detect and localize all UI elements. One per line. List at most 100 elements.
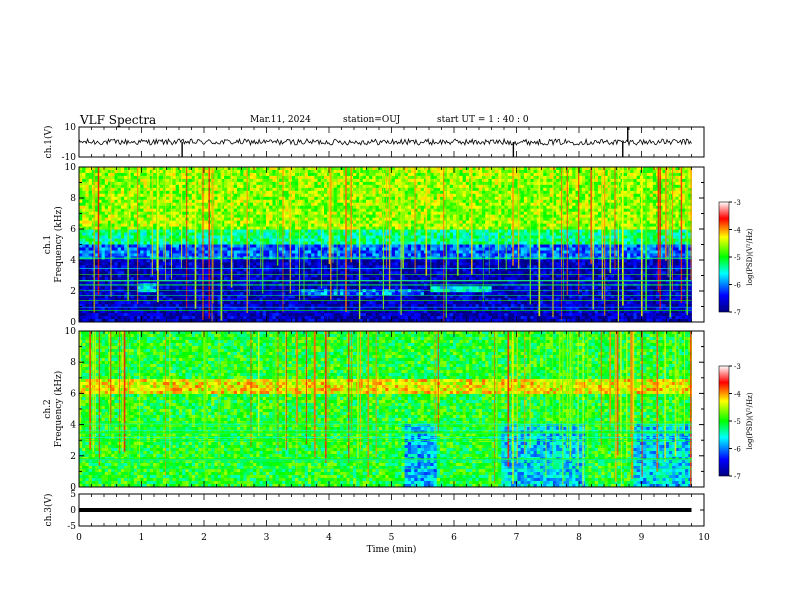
spectrogram-cell xyxy=(607,187,612,192)
spectrogram-cell xyxy=(233,238,238,242)
spectrogram-cell xyxy=(353,184,357,189)
spectrogram-cell xyxy=(88,181,93,186)
spectrogram-cell xyxy=(314,175,318,180)
spectrogram-cell xyxy=(665,202,670,207)
spectrogram-cell xyxy=(311,232,315,236)
spectrogram-cell xyxy=(233,220,238,225)
spectrogram-cell xyxy=(265,241,270,245)
spectrogram-cell xyxy=(617,184,621,189)
spectrogram-cell xyxy=(459,205,464,210)
spectrogram-cell xyxy=(220,232,225,236)
spectrogram-cell xyxy=(191,169,196,174)
spectrogram-cell xyxy=(294,169,299,174)
spectrogram-cell xyxy=(85,193,90,198)
spectrogram-cell xyxy=(391,235,396,239)
spectrogram-cell xyxy=(162,223,167,228)
spectrogram-cell xyxy=(246,172,251,177)
spectrogram-cell xyxy=(233,167,238,171)
spectrogram-cell xyxy=(549,229,554,233)
spectrogram-cell xyxy=(111,217,115,222)
spectrogram-cell xyxy=(572,232,576,236)
spectrogram-cell xyxy=(427,217,431,222)
spectrogram-cell xyxy=(98,169,102,174)
spectrogram-cell xyxy=(588,172,592,177)
spectrogram-cell xyxy=(372,184,376,189)
spectrogram-cell xyxy=(604,172,609,177)
spectrogram-cell xyxy=(143,202,148,207)
spectrogram-cell xyxy=(108,199,112,204)
spectrogram-cell xyxy=(436,169,441,174)
spectrogram-cell xyxy=(95,202,99,207)
spectrogram-cell xyxy=(317,205,322,210)
spectrogram-cell xyxy=(449,223,454,228)
spectrogram-cell xyxy=(578,235,583,239)
spectrogram-cell xyxy=(372,217,376,222)
spectrogram-cell xyxy=(494,199,499,204)
spectrogram-cell xyxy=(485,193,489,198)
spectrogram-cell xyxy=(514,211,518,216)
spectrogram-cell xyxy=(478,217,483,222)
spectrogram-cell xyxy=(120,187,125,192)
spectrogram-cell xyxy=(85,244,90,248)
spectrogram-cell xyxy=(95,187,99,192)
spectrogram-cell xyxy=(507,167,512,171)
spectrogram-cell xyxy=(172,196,177,201)
spectrogram-cell xyxy=(359,199,364,204)
spectrogram-cell xyxy=(607,172,612,177)
spectrogram-cell xyxy=(507,178,512,183)
spectrogram-cell xyxy=(478,167,483,171)
spectrogram-cell xyxy=(166,235,170,239)
spectrogram-cell xyxy=(465,223,470,228)
spectrogram-cell xyxy=(398,172,402,177)
spectrogram-cell xyxy=(543,193,547,198)
spectrogram-cell xyxy=(362,220,367,225)
spectrogram-cell xyxy=(236,190,241,195)
spectrogram-cell xyxy=(320,226,325,230)
spectrogram-cell xyxy=(124,178,128,183)
spectrogram-cell xyxy=(311,190,315,195)
spectrogram-cell xyxy=(191,184,196,189)
spectrogram-cell xyxy=(556,211,560,216)
spectrogram-cell xyxy=(481,214,486,219)
spectrogram-cell xyxy=(82,169,86,174)
spectrogram-cell xyxy=(265,217,270,222)
spectrogram-cell xyxy=(552,175,557,180)
spectrogram-cell xyxy=(594,205,599,210)
spectrogram-cell xyxy=(372,181,376,186)
spectrogram-cell xyxy=(652,187,657,192)
spectrogram-cell xyxy=(514,175,518,180)
spectrogram-cell xyxy=(130,167,135,171)
spectrogram-cell xyxy=(301,184,306,189)
spectrogram-cell xyxy=(572,205,576,210)
spectrogram-cell xyxy=(227,232,231,236)
spectrogram-cell xyxy=(617,205,621,210)
spectrogram-cell xyxy=(162,181,167,186)
spectrogram-cell xyxy=(446,172,451,177)
spectrogram-cell xyxy=(452,178,457,183)
spectrogram-cell xyxy=(478,223,483,228)
spectrogram-cell xyxy=(436,175,441,180)
spectrogram-cell xyxy=(272,226,277,230)
spectrogram-cell xyxy=(411,193,415,198)
spectrogram-cell xyxy=(127,172,131,177)
spectrogram-cell xyxy=(369,223,373,228)
spectrogram-cell xyxy=(369,193,373,198)
spectrogram-cell xyxy=(172,178,177,183)
spectrogram-cell xyxy=(417,175,422,180)
spectrogram-cell xyxy=(636,235,641,239)
spectrogram-cell xyxy=(85,167,90,171)
spectrogram-cell xyxy=(159,235,164,239)
spectrogram-cell xyxy=(472,187,476,192)
spectrogram-cell xyxy=(108,244,112,248)
spectrogram-cell xyxy=(494,169,499,174)
spectrogram-cell xyxy=(256,181,260,186)
spectrogram-cell xyxy=(411,226,415,230)
spectrogram-cell xyxy=(581,223,586,228)
spectrogram-cell xyxy=(485,175,489,180)
spectrogram-cell xyxy=(369,235,373,239)
spectrogram-cell xyxy=(269,175,273,180)
spectrogram-cell xyxy=(630,196,634,201)
spectrogram-cell xyxy=(340,241,344,245)
spectrogram-cell xyxy=(172,217,177,222)
spectrogram-cell xyxy=(578,184,583,189)
